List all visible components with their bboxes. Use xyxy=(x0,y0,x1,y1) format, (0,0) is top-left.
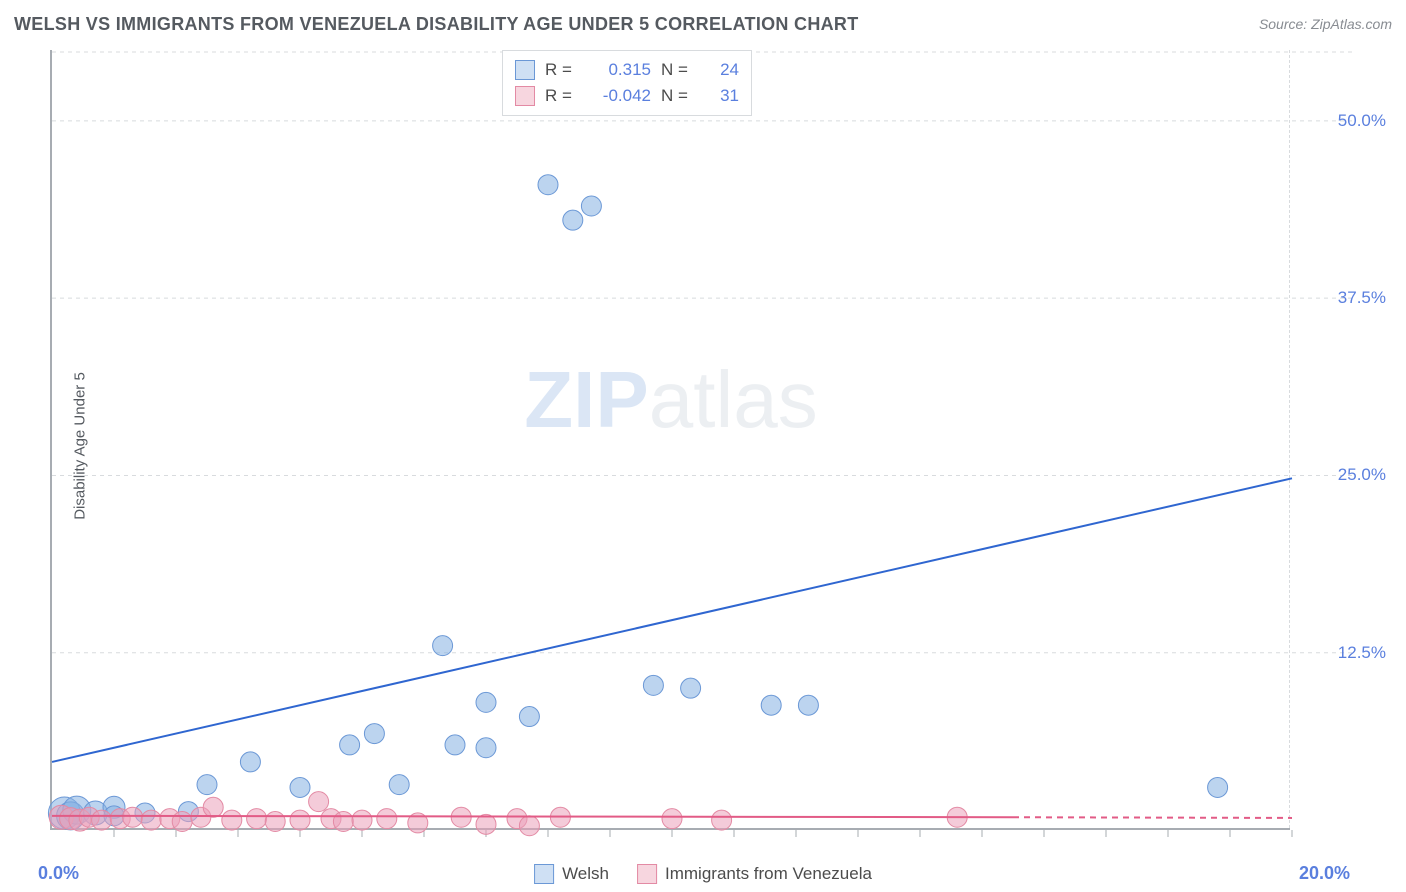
chart-title: WELSH VS IMMIGRANTS FROM VENEZUELA DISAB… xyxy=(14,14,859,35)
source-label: Source: ZipAtlas.com xyxy=(1259,16,1392,32)
trend-line xyxy=(52,478,1292,762)
n-label: N = xyxy=(661,60,695,80)
legend-series: Welsh Immigrants from Venezuela xyxy=(534,864,872,884)
legend-stats-row: R = -0.042 N = 31 xyxy=(515,83,739,109)
legend-swatch xyxy=(515,86,535,106)
legend-series-item: Welsh xyxy=(534,864,609,884)
r-value: -0.042 xyxy=(589,86,651,106)
y-tick-label: 25.0% xyxy=(1338,465,1386,485)
legend-swatch xyxy=(637,864,657,884)
r-label: R = xyxy=(545,60,579,80)
legend-stats-row: R = 0.315 N = 24 xyxy=(515,57,739,83)
trend-line xyxy=(52,816,1013,817)
y-tick-label: 37.5% xyxy=(1338,288,1386,308)
plot-area: ZIPatlas R =0.315N =24R =-0.042N =31 xyxy=(50,50,1290,830)
legend-series-label: Immigrants from Venezuela xyxy=(665,864,872,884)
x-axis-min-label: 0.0% xyxy=(38,863,79,884)
legend-stats: R = 0.315 N = 24 R = -0.042 N = 31 xyxy=(502,50,752,116)
legend-series-item: Immigrants from Venezuela xyxy=(637,864,872,884)
x-axis-max-label: 20.0% xyxy=(1299,863,1350,884)
y-tick-label: 12.5% xyxy=(1338,643,1386,663)
header: WELSH VS IMMIGRANTS FROM VENEZUELA DISAB… xyxy=(0,0,1406,40)
r-label: R = xyxy=(545,86,579,106)
n-label: N = xyxy=(661,86,695,106)
n-value: 31 xyxy=(705,86,739,106)
n-value: 24 xyxy=(705,60,739,80)
legend-series-label: Welsh xyxy=(562,864,609,884)
y-tick-label: 50.0% xyxy=(1338,111,1386,131)
trend-layer xyxy=(52,50,1290,828)
legend-swatch xyxy=(515,60,535,80)
legend-swatch xyxy=(534,864,554,884)
trend-line-dashed xyxy=(1013,817,1292,818)
r-value: 0.315 xyxy=(589,60,651,80)
